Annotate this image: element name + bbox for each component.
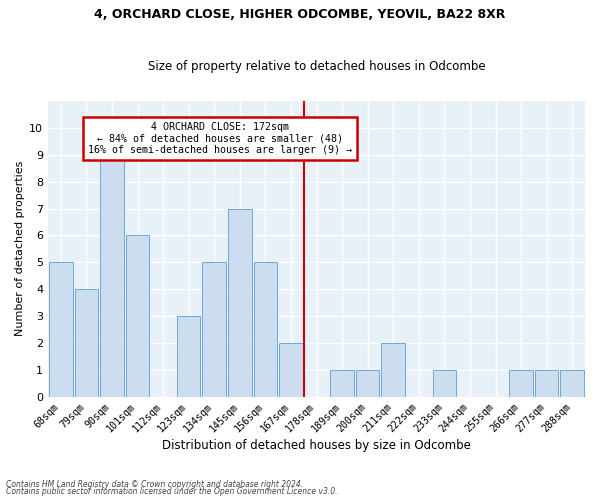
Bar <box>560 370 584 396</box>
Bar <box>279 343 303 396</box>
Bar <box>535 370 559 396</box>
Text: Contains HM Land Registry data © Crown copyright and database right 2024.: Contains HM Land Registry data © Crown c… <box>6 480 303 489</box>
Bar <box>228 208 251 396</box>
Bar <box>49 262 73 396</box>
Text: 4, ORCHARD CLOSE, HIGHER ODCOMBE, YEOVIL, BA22 8XR: 4, ORCHARD CLOSE, HIGHER ODCOMBE, YEOVIL… <box>94 8 506 20</box>
Bar <box>331 370 354 396</box>
Text: 4 ORCHARD CLOSE: 172sqm
← 84% of detached houses are smaller (48)
16% of semi-de: 4 ORCHARD CLOSE: 172sqm ← 84% of detache… <box>88 122 352 155</box>
Text: Contains public sector information licensed under the Open Government Licence v3: Contains public sector information licen… <box>6 487 337 496</box>
Bar <box>126 236 149 396</box>
Bar <box>509 370 533 396</box>
Bar <box>202 262 226 396</box>
Bar <box>433 370 456 396</box>
Bar <box>74 289 98 397</box>
Bar <box>356 370 379 396</box>
Title: Size of property relative to detached houses in Odcombe: Size of property relative to detached ho… <box>148 60 485 74</box>
Bar <box>254 262 277 396</box>
Bar <box>100 155 124 396</box>
Bar <box>382 343 405 396</box>
Y-axis label: Number of detached properties: Number of detached properties <box>15 161 25 336</box>
X-axis label: Distribution of detached houses by size in Odcombe: Distribution of detached houses by size … <box>162 440 471 452</box>
Bar <box>177 316 200 396</box>
